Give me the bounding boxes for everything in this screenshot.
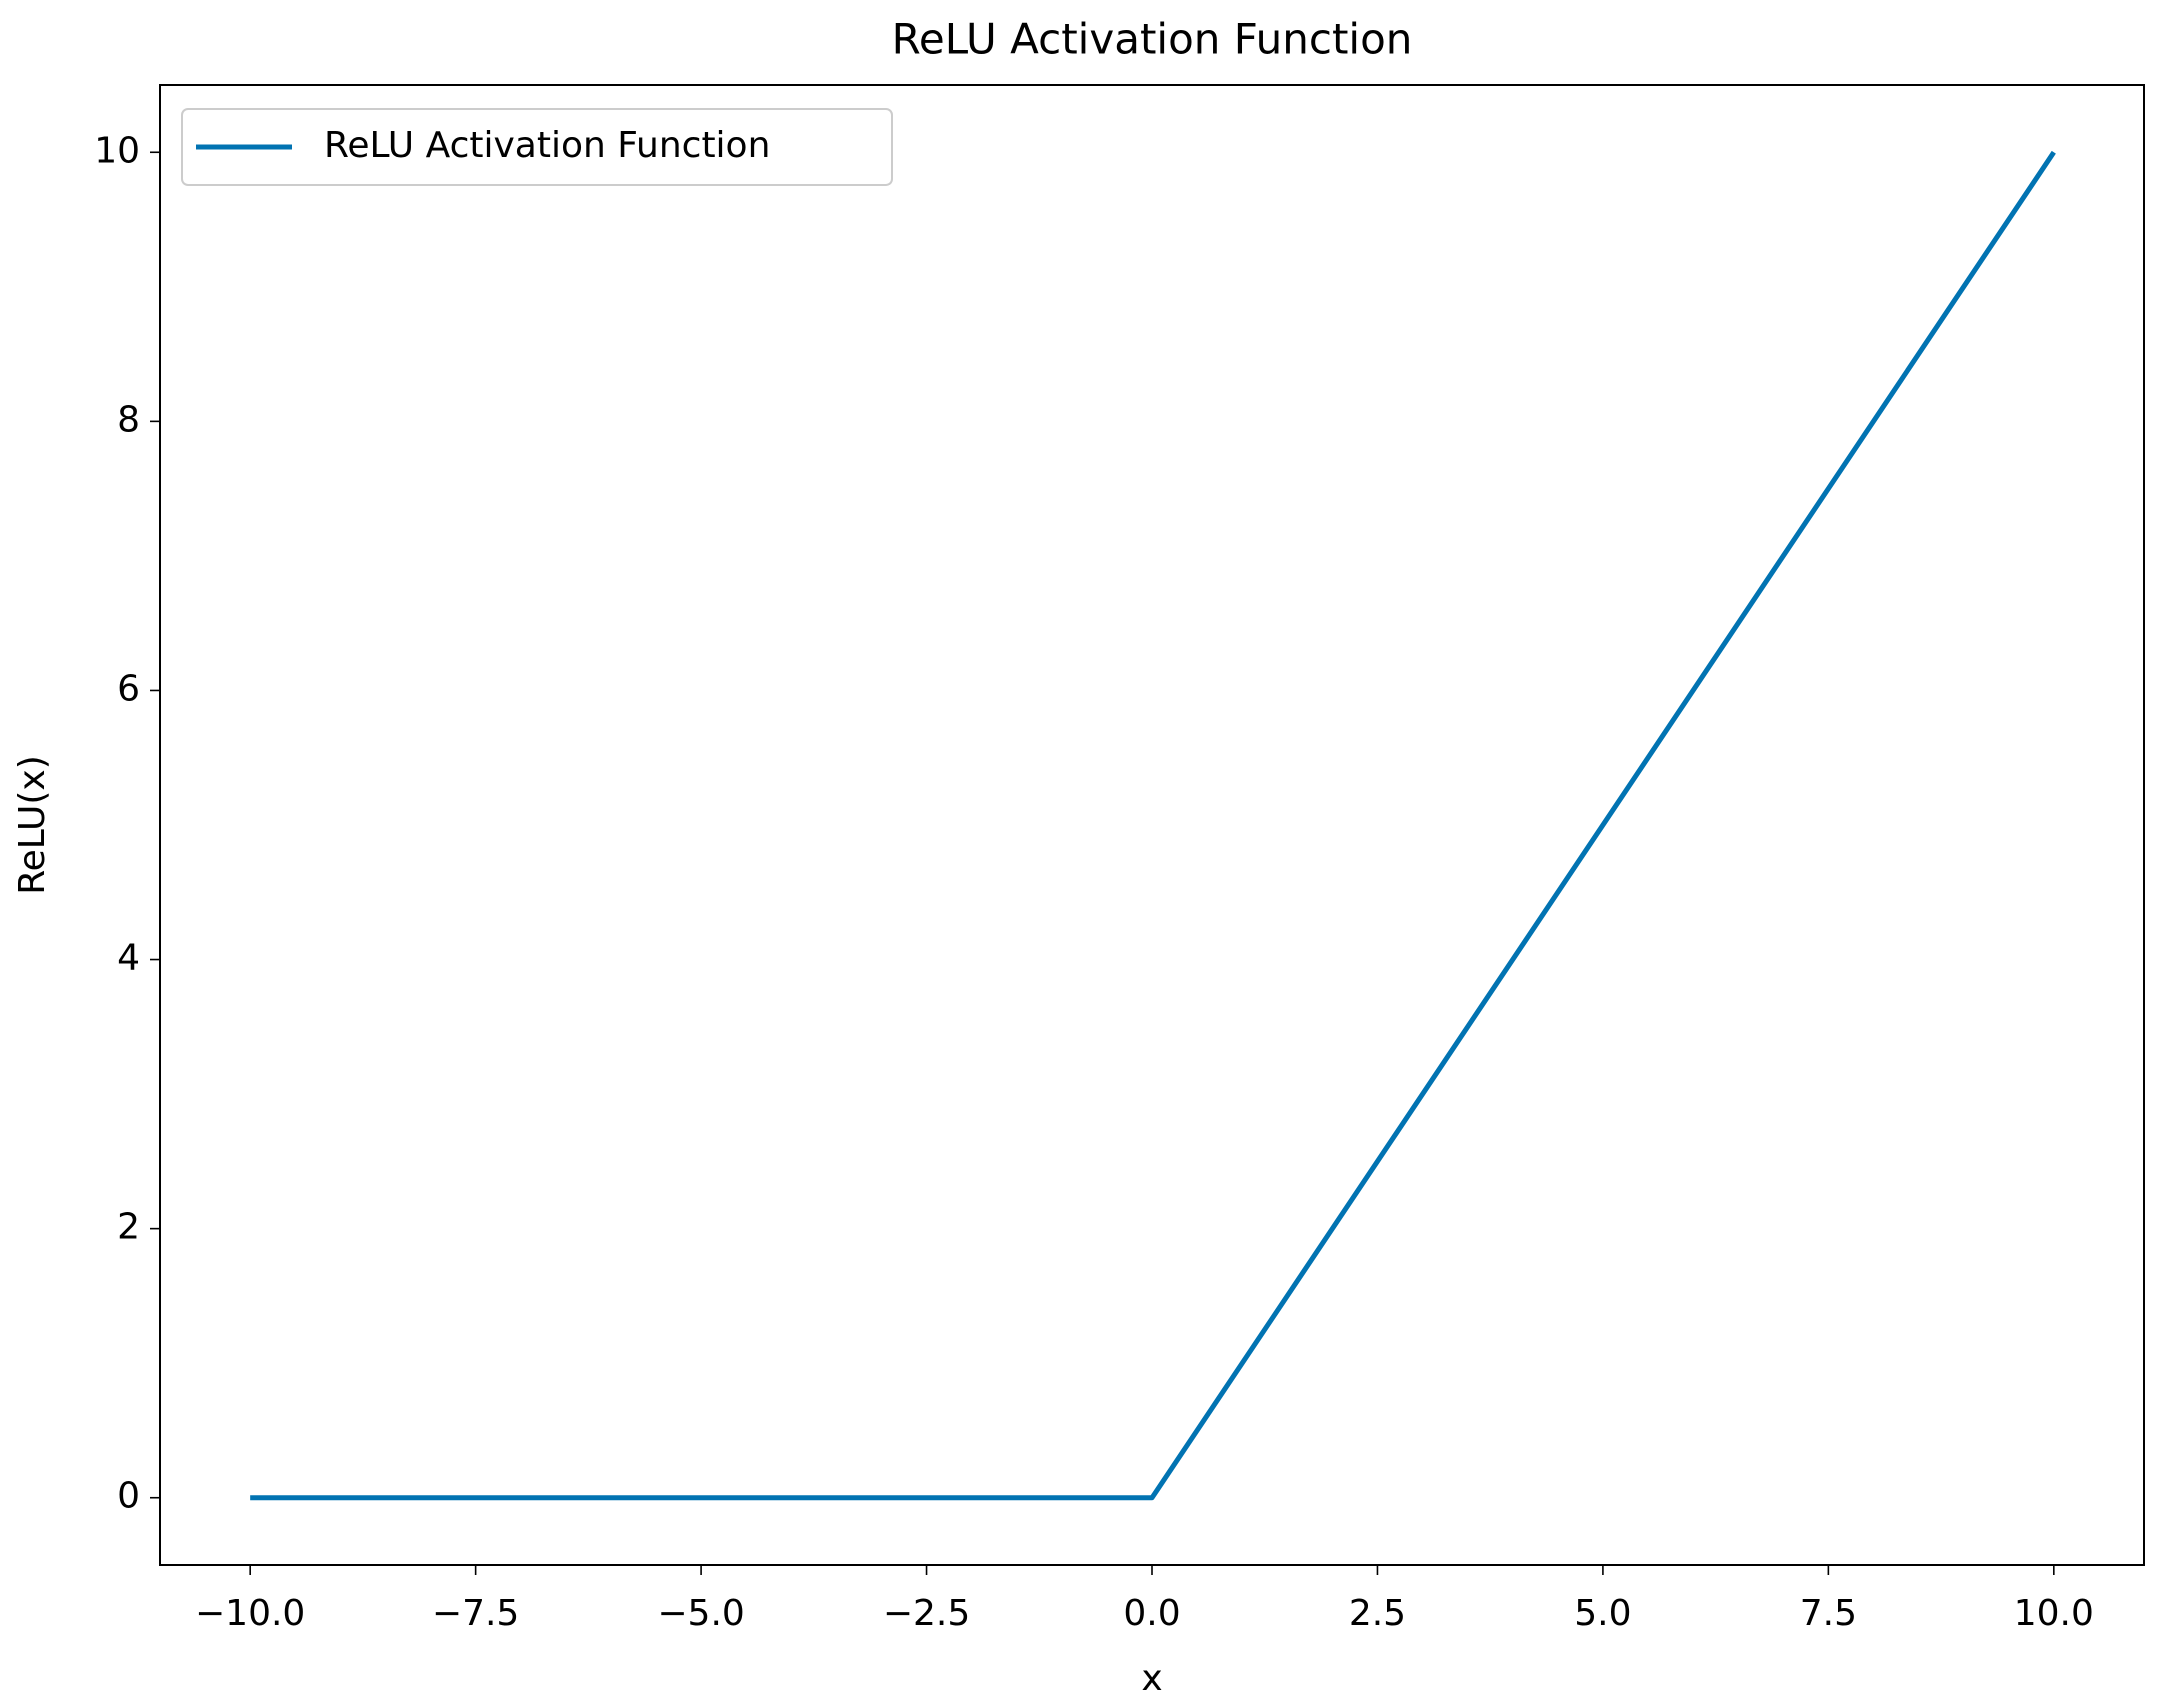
x-tick-label: −5.0: [657, 1593, 744, 1634]
x-tick-label: 5.0: [1574, 1593, 1631, 1634]
plot-frame: [159, 84, 2145, 1566]
x-axis-label: x: [1141, 1658, 1162, 1699]
x-tick-label: −2.5: [883, 1593, 970, 1634]
x-tick-label: 7.5: [1800, 1593, 1857, 1634]
line-series: [250, 150, 2056, 1501]
y-tick-label: 0: [117, 1476, 140, 1517]
y-tick-label: 8: [117, 399, 140, 440]
x-tick-label: 2.5: [1349, 1593, 1406, 1634]
y-tick-label: 10: [94, 130, 140, 171]
x-tick-label: −7.5: [432, 1593, 519, 1634]
x-tick-label: 0.0: [1123, 1593, 1180, 1634]
x-tick-label: 10.0: [2014, 1593, 2094, 1634]
legend-box: [181, 108, 893, 186]
y-axis-label: ReLU(x): [12, 755, 53, 895]
y-tick-label: 4: [117, 938, 140, 979]
x-tick-label: −10.0: [195, 1593, 305, 1634]
legend-label: ReLU Activation Function: [324, 125, 770, 166]
y-tick-label: 6: [117, 668, 140, 709]
chart-title: ReLU Activation Function: [892, 15, 1413, 64]
y-tick-label: 2: [117, 1207, 140, 1248]
